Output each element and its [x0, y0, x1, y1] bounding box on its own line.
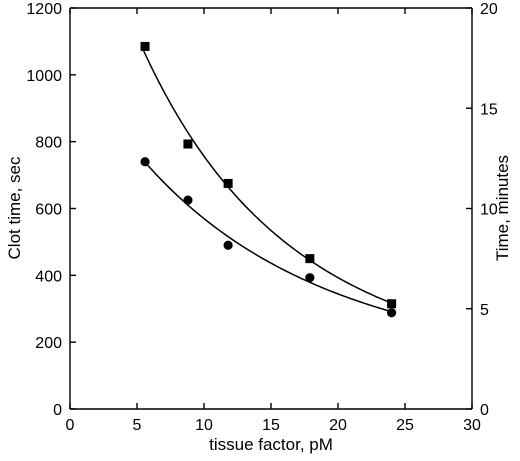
square-marker — [183, 139, 193, 149]
x-axis-title: tissue factor, pM — [209, 435, 333, 454]
x-tick-label: 15 — [262, 417, 280, 434]
y-tick-label: 400 — [35, 268, 62, 285]
y2-tick-label: 10 — [480, 202, 498, 219]
x-tick-label: 0 — [66, 417, 75, 434]
y-axis-ticks: 0 200 400 600 800 1000 1200 — [26, 1, 76, 419]
fit-curve-line — [143, 50, 392, 304]
y-axis-title: Clot time, sec — [5, 156, 24, 259]
y-tick-label: 800 — [35, 135, 62, 152]
circle-marker — [223, 240, 233, 250]
square-marker — [223, 178, 233, 188]
fit-curve-line — [143, 160, 392, 313]
x-tick-label: 10 — [195, 417, 213, 434]
circle-marker — [387, 308, 397, 318]
y-tick-label: 600 — [35, 202, 62, 219]
y-tick-label: 1000 — [26, 68, 62, 85]
x-tick-label: 30 — [463, 417, 481, 434]
circle-marker — [183, 195, 193, 205]
y2-tick-label: 0 — [480, 402, 489, 419]
y-tick-label: 0 — [53, 402, 62, 419]
y2-axis-ticks: 0 5 10 15 20 — [466, 1, 498, 419]
circle-marker — [140, 157, 150, 167]
x-axis-ticks: 0 5 10 15 20 25 30 — [66, 8, 481, 434]
y-tick-label: 200 — [35, 335, 62, 352]
x-tick-label: 5 — [133, 417, 142, 434]
square-marker — [387, 299, 397, 309]
square-marker — [305, 254, 315, 264]
data-points — [140, 41, 397, 318]
x-tick-label: 20 — [329, 417, 347, 434]
fit-curves — [143, 50, 392, 313]
y-tick-label: 1200 — [26, 1, 62, 18]
y2-tick-label: 15 — [480, 101, 498, 118]
plot-frame — [69, 7, 473, 410]
circle-marker — [305, 273, 315, 283]
y2-axis-title: Time, minutes — [493, 155, 512, 261]
y2-tick-label: 20 — [480, 1, 498, 18]
x-tick-label: 25 — [396, 417, 414, 434]
y2-tick-label: 5 — [480, 302, 489, 319]
square-marker — [140, 41, 150, 51]
